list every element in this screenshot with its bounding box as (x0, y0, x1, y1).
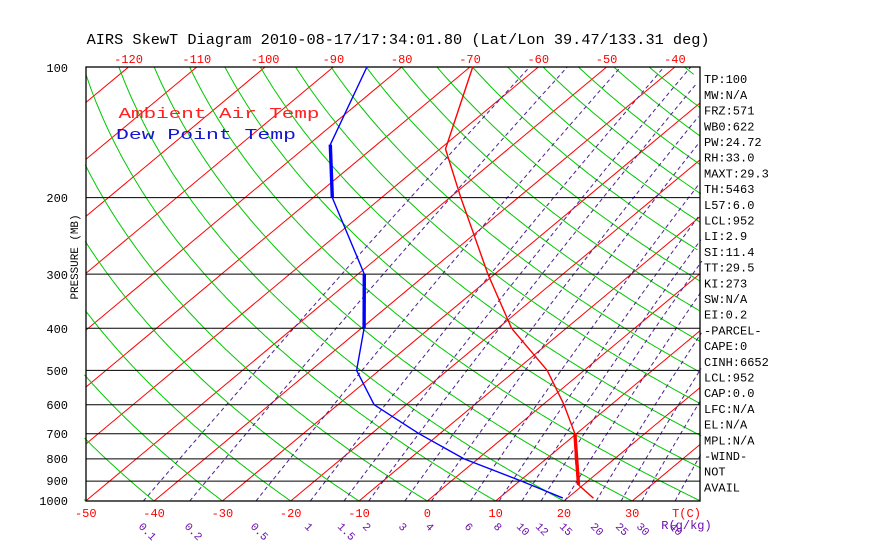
svg-text:FRZ:571: FRZ:571 (704, 105, 754, 119)
svg-text:Ambient Air Temp: Ambient Air Temp (119, 106, 320, 123)
svg-text:AIRS SkewT Diagram 2010-08-17/: AIRS SkewT Diagram 2010-08-17/17:34:01.8… (87, 32, 710, 49)
svg-text:PW:24.72: PW:24.72 (704, 136, 762, 150)
svg-text:KI:273: KI:273 (704, 277, 747, 291)
svg-text:-110: -110 (182, 53, 211, 67)
svg-text:400: 400 (46, 323, 68, 337)
svg-text:L57:6.0: L57:6.0 (704, 199, 754, 213)
svg-text:CINH:6652: CINH:6652 (704, 356, 769, 370)
svg-text:-40: -40 (143, 507, 165, 521)
svg-text:300: 300 (46, 269, 68, 283)
svg-text:AVAIL: AVAIL (704, 481, 740, 495)
svg-text:LCL:952: LCL:952 (704, 372, 754, 386)
svg-text:10: 10 (488, 507, 502, 521)
svg-text:600: 600 (46, 399, 68, 413)
svg-text:MAXT:29.3: MAXT:29.3 (704, 167, 769, 181)
svg-text:-90: -90 (323, 53, 345, 67)
svg-text:LI:2.9: LI:2.9 (704, 230, 747, 244)
svg-text:-120: -120 (114, 53, 143, 67)
svg-text:500: 500 (46, 365, 68, 379)
svg-text:SI:11.4: SI:11.4 (704, 246, 754, 260)
svg-text:700: 700 (46, 428, 68, 442)
svg-text:-50: -50 (596, 53, 618, 67)
svg-text:-60: -60 (527, 53, 549, 67)
svg-text:NOT: NOT (704, 466, 726, 480)
svg-text:TH:5463: TH:5463 (704, 183, 754, 197)
svg-text:MW:N/A: MW:N/A (704, 89, 748, 103)
svg-text:MPL:N/A: MPL:N/A (704, 434, 755, 448)
svg-text:800: 800 (46, 453, 68, 467)
svg-text:900: 900 (46, 475, 68, 489)
svg-text:SW:N/A: SW:N/A (704, 293, 748, 307)
svg-text:-PARCEL-: -PARCEL- (704, 324, 762, 338)
svg-text:-WIND-: -WIND- (704, 450, 747, 464)
svg-text:20: 20 (557, 507, 571, 521)
svg-text:EI:0.2: EI:0.2 (704, 309, 747, 323)
svg-text:CAPE:0: CAPE:0 (704, 340, 747, 354)
svg-text:-30: -30 (212, 507, 234, 521)
svg-text:WB0:622: WB0:622 (704, 120, 754, 134)
svg-text:LCL:952: LCL:952 (704, 215, 754, 229)
svg-text:RH:33.0: RH:33.0 (704, 152, 754, 166)
svg-text:100: 100 (46, 62, 68, 76)
svg-text:30: 30 (625, 507, 639, 521)
svg-text:CAP:0.0: CAP:0.0 (704, 387, 754, 401)
svg-text:R(g/kg): R(g/kg) (661, 519, 711, 533)
svg-text:PRESSURE (MB): PRESSURE (MB) (70, 215, 82, 300)
svg-text:EL:N/A: EL:N/A (704, 419, 748, 433)
svg-text:-100: -100 (251, 53, 280, 67)
svg-text:TT:29.5: TT:29.5 (704, 262, 754, 276)
svg-text:TP:100: TP:100 (704, 73, 747, 87)
svg-text:-40: -40 (664, 53, 686, 67)
svg-text:Dew Point Temp: Dew Point Temp (116, 127, 296, 144)
svg-text:-50: -50 (75, 507, 97, 521)
svg-text:-20: -20 (280, 507, 302, 521)
svg-text:-70: -70 (459, 53, 481, 67)
svg-text:-80: -80 (391, 53, 413, 67)
svg-text:-10: -10 (348, 507, 370, 521)
svg-text:0: 0 (424, 507, 431, 521)
svg-text:200: 200 (46, 192, 68, 206)
svg-text:1000: 1000 (39, 495, 68, 509)
svg-text:LFC:N/A: LFC:N/A (704, 403, 755, 417)
